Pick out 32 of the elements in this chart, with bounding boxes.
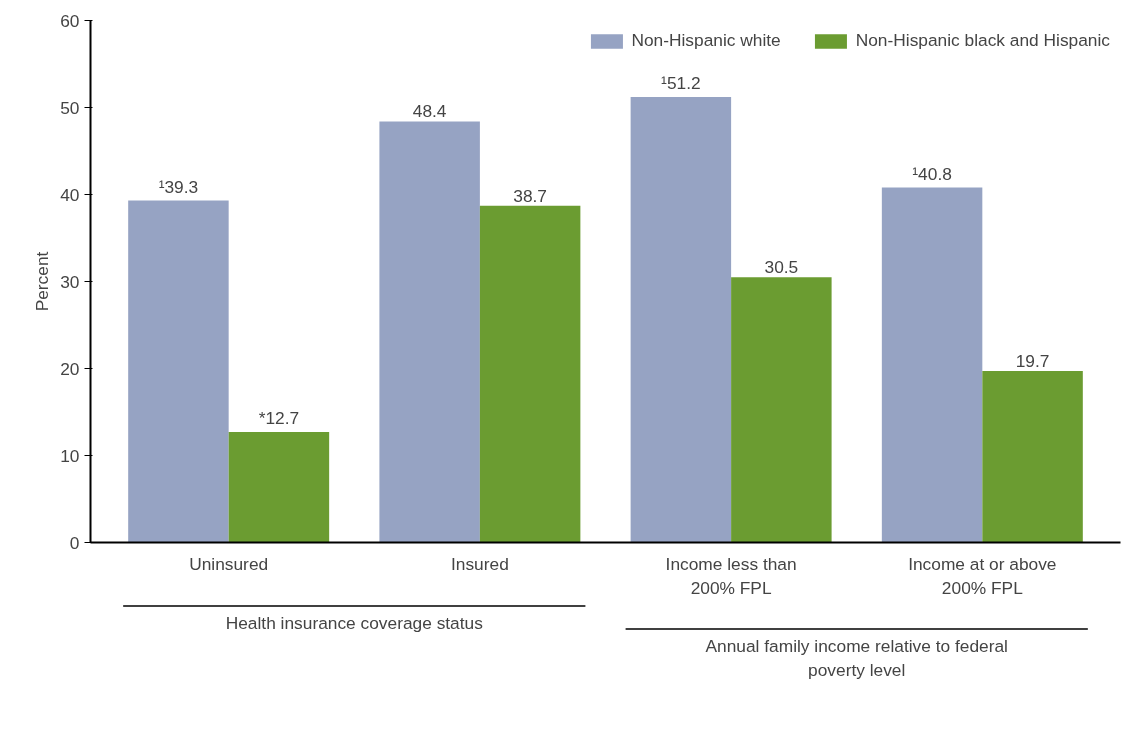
legend-label: Non-Hispanic white <box>631 30 781 51</box>
data-label: ¹51.2 <box>661 73 701 94</box>
data-label: 38.7 <box>513 185 548 206</box>
x-tick-label: Income less than 200% FPL <box>665 553 797 598</box>
y-tick-label: 50 <box>60 97 80 118</box>
y-tick-label: 60 <box>60 10 80 31</box>
bar <box>630 97 732 543</box>
bar <box>982 371 1083 543</box>
data-label: ¹40.8 <box>912 163 952 184</box>
y-tick-label: 40 <box>60 184 80 205</box>
bar <box>379 121 480 543</box>
y-axis-title: Percent <box>32 251 53 312</box>
bar <box>128 200 229 543</box>
bar <box>479 205 581 543</box>
y-tick-label: 0 <box>69 532 80 553</box>
data-label: *12.7 <box>258 408 300 429</box>
legend-label: Non-Hispanic black and Hispanic <box>855 30 1110 51</box>
bar <box>228 432 330 543</box>
text: Health insurance coverage status <box>225 612 484 633</box>
bar <box>731 277 832 543</box>
x-tick-label: Insured <box>450 553 509 574</box>
data-label: 48.4 <box>412 101 447 122</box>
data-label: 19.7 <box>1015 351 1050 372</box>
data-label: 30.5 <box>764 257 799 278</box>
bar <box>881 187 983 543</box>
y-tick-label: 20 <box>60 358 80 379</box>
x-tick-label: Income at or above 200% FPL <box>908 553 1057 598</box>
text: Annual family income relative to federal poverty level <box>705 635 1008 680</box>
data-label: ¹39.3 <box>158 176 199 197</box>
y-tick-label: 30 <box>60 271 80 292</box>
y-tick-label: 10 <box>60 445 80 466</box>
x-tick-label: Uninsured <box>189 553 269 574</box>
